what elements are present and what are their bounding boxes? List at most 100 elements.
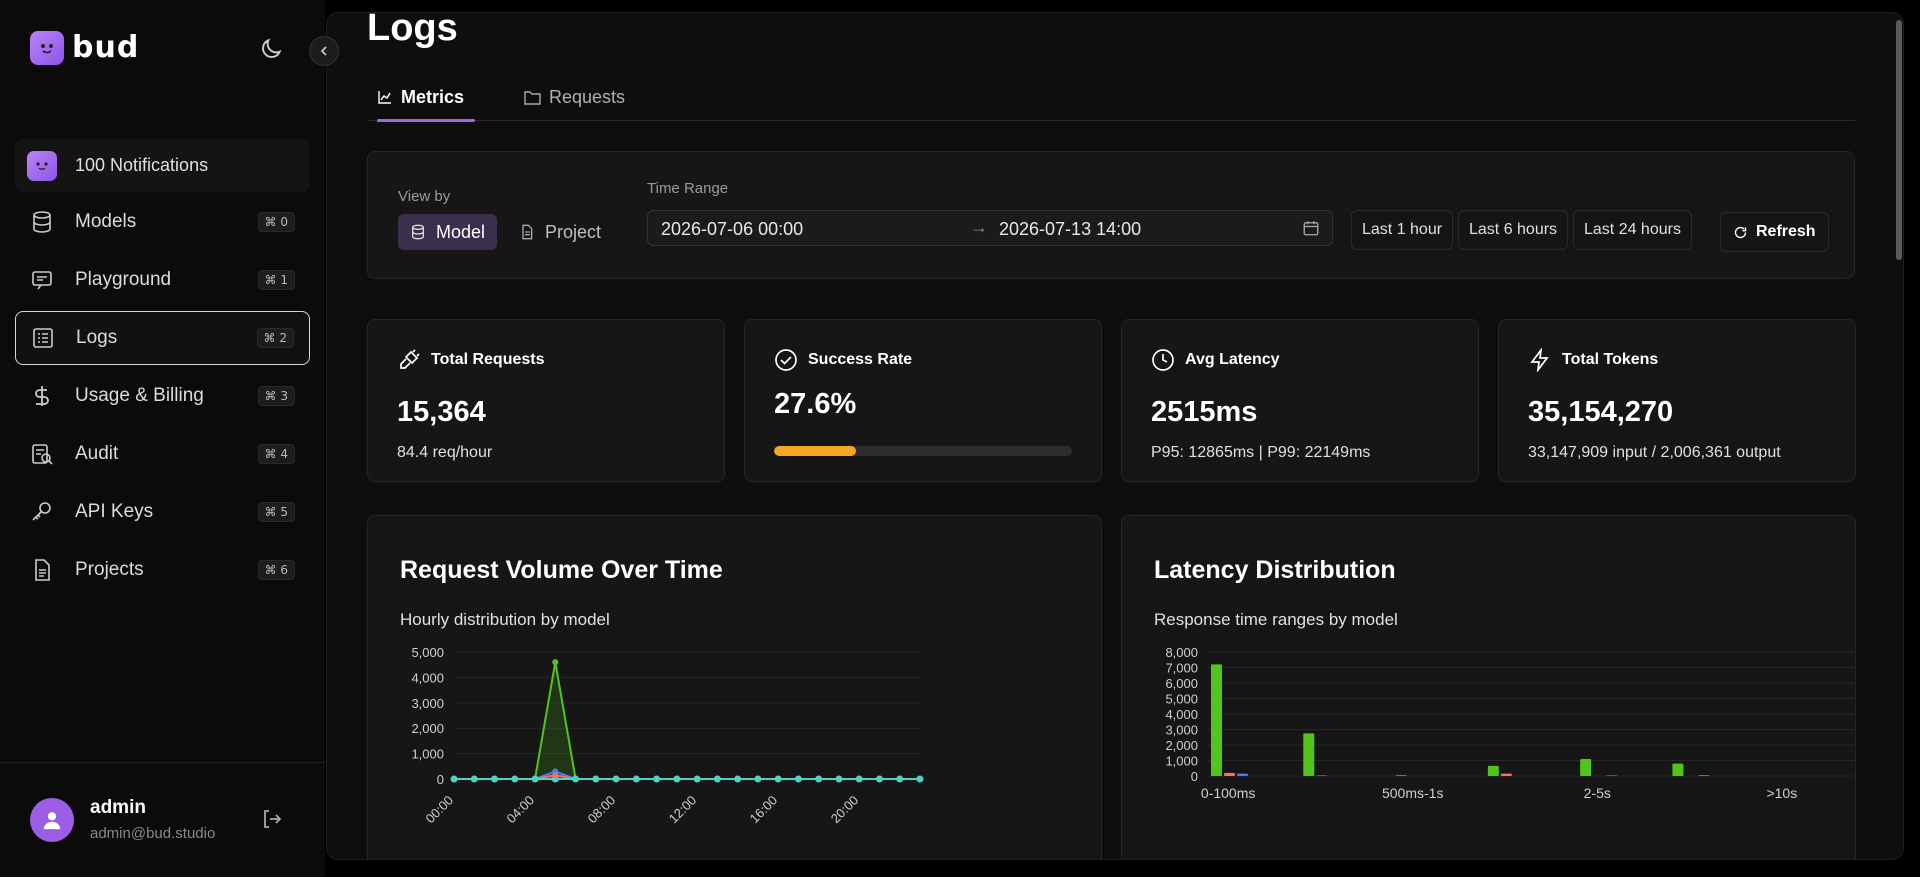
data-point bbox=[754, 775, 762, 783]
chevron-left-icon bbox=[320, 46, 327, 56]
audit-icon bbox=[29, 441, 55, 467]
y-tick-label: 2,000 bbox=[1165, 738, 1198, 753]
data-point bbox=[511, 775, 519, 783]
lightning-icon bbox=[1530, 348, 1549, 372]
avatar[interactable] bbox=[30, 798, 74, 842]
data-point bbox=[875, 775, 883, 783]
last-6-hours-button[interactable]: Last 6 hours bbox=[1458, 210, 1569, 250]
refresh-button[interactable]: Refresh bbox=[1720, 212, 1829, 252]
card-label: Total Requests bbox=[431, 351, 545, 368]
x-tick-label: 08:00 bbox=[585, 793, 619, 827]
time-range-label: Time Range bbox=[647, 180, 729, 197]
data-point bbox=[896, 775, 904, 783]
bar bbox=[1303, 733, 1315, 776]
bar bbox=[1487, 765, 1499, 776]
nav-label: Models bbox=[75, 211, 137, 232]
notifications-label: 100 Notifications bbox=[75, 155, 209, 175]
nav-label: Audit bbox=[75, 443, 119, 464]
logout-icon[interactable] bbox=[260, 807, 284, 831]
card-label: Success Rate bbox=[808, 351, 913, 368]
data-point bbox=[693, 775, 701, 783]
filter-panel: View by Model Project Time Range 2026-07… bbox=[367, 151, 1855, 279]
success-rate-card: Success Rate 27.6% bbox=[744, 319, 1102, 482]
card-header: Success Rate bbox=[774, 348, 912, 372]
date-range-picker[interactable]: 2026-07-06 00:00 → 2026-07-13 14:00 bbox=[647, 210, 1333, 246]
progress-fill bbox=[774, 446, 857, 456]
data-point bbox=[734, 775, 742, 783]
data-point bbox=[835, 775, 843, 783]
y-tick-label: 7,000 bbox=[1165, 661, 1198, 676]
x-tick-label: 500ms-1s bbox=[1382, 785, 1443, 801]
bar bbox=[1698, 775, 1710, 776]
tab-metrics[interactable]: Metrics bbox=[377, 73, 475, 122]
tab-bar: Metrics Requests bbox=[367, 73, 1855, 122]
view-by-option-label: Project bbox=[545, 221, 602, 242]
nav-item-usage-billing[interactable]: Usage & Billing ⌘ 3 bbox=[15, 369, 310, 423]
x-tick-label: 00:00 bbox=[423, 793, 457, 827]
document-icon bbox=[522, 224, 533, 240]
data-point bbox=[552, 659, 559, 666]
y-tick-label: 1,000 bbox=[1165, 754, 1198, 769]
token-breakdown: 33,147,909 input / 2,006,361 output bbox=[1528, 444, 1781, 461]
y-tick-label: 8,000 bbox=[1165, 645, 1198, 660]
shortcut-badge: ⌘ 6 bbox=[257, 560, 295, 580]
main-content: Logs Metrics Requests View by Model Proj… bbox=[326, 12, 1904, 860]
view-by-model-button[interactable]: Model bbox=[398, 214, 498, 250]
y-tick-label: 4,000 bbox=[1165, 707, 1198, 722]
last-1-hour-button[interactable]: Last 1 hour bbox=[1351, 210, 1454, 250]
shortcut-badge: ⌘ 3 bbox=[257, 386, 295, 406]
data-point bbox=[592, 775, 600, 783]
nav-item-playground[interactable]: Playground ⌘ 1 bbox=[15, 253, 310, 307]
tab-requests[interactable]: Requests bbox=[524, 73, 625, 121]
page-title: Logs bbox=[367, 12, 458, 49]
nav-item-audit[interactable]: Audit ⌘ 4 bbox=[15, 427, 310, 481]
collapse-sidebar-button[interactable] bbox=[309, 36, 339, 66]
view-by-label: View by bbox=[398, 188, 451, 205]
nav-item-projects[interactable]: Projects ⌘ 6 bbox=[15, 543, 310, 597]
nav-item-api-keys[interactable]: API Keys ⌘ 5 bbox=[15, 485, 310, 539]
user-panel: admin admin@bud.studio bbox=[0, 762, 325, 877]
total-tokens-value: 35,154,270 bbox=[1528, 396, 1674, 428]
chart-subtitle: Response time ranges by model bbox=[1154, 610, 1398, 629]
latency-distribution-chart: 01,0002,0003,0004,0005,0006,0007,0008,00… bbox=[1165, 645, 1854, 801]
scrollbar[interactable] bbox=[1894, 12, 1904, 860]
bar bbox=[1672, 763, 1684, 776]
tab-label: Metrics bbox=[401, 86, 465, 107]
data-point bbox=[612, 775, 620, 783]
scrollbar-thumb[interactable] bbox=[1896, 20, 1902, 260]
bar bbox=[1500, 773, 1512, 776]
series-line bbox=[454, 662, 920, 780]
nav-item-logs[interactable]: Logs ⌘ 2 bbox=[15, 311, 310, 365]
bar bbox=[1395, 775, 1407, 776]
data-point bbox=[470, 775, 478, 783]
plug-icon bbox=[400, 349, 420, 369]
data-point bbox=[916, 775, 924, 783]
nav-item-models[interactable]: Models ⌘ 0 bbox=[15, 195, 310, 249]
y-tick-label: 5,000 bbox=[1165, 692, 1198, 707]
data-point bbox=[450, 775, 458, 783]
y-tick-label: 0 bbox=[1191, 769, 1198, 784]
notification-mascot-icon bbox=[27, 150, 57, 181]
request-volume-card: Request Volume Over Time Hourly distribu… bbox=[367, 515, 1102, 859]
view-by-toggle: Model Project bbox=[398, 214, 613, 250]
data-point bbox=[572, 775, 580, 783]
view-by-project-button[interactable]: Project bbox=[507, 214, 613, 250]
card-label: Avg Latency bbox=[1185, 351, 1280, 368]
y-tick-label: 1,000 bbox=[411, 747, 444, 762]
clock-icon bbox=[1152, 349, 1174, 371]
sidebar: bud 100 Notifications Models ⌘ 0 Playgro… bbox=[0, 0, 325, 877]
dollar-icon bbox=[29, 383, 55, 409]
last-24-hours-button[interactable]: Last 24 hours bbox=[1573, 210, 1692, 250]
chart-title: Request Volume Over Time bbox=[400, 556, 723, 584]
data-point bbox=[713, 775, 721, 783]
notifications-button[interactable]: 100 Notifications bbox=[15, 139, 310, 192]
total-tokens-card: Total Tokens 35,154,270 33,147,909 input… bbox=[1498, 319, 1856, 482]
arrow-right-icon: → bbox=[970, 217, 988, 237]
requests-per-hour: 84.4 req/hour bbox=[397, 444, 493, 461]
brand-logo[interactable]: bud bbox=[30, 30, 139, 65]
latency-distribution-card: Latency Distribution Response time range… bbox=[1121, 515, 1856, 859]
data-point bbox=[794, 775, 802, 783]
nav-label: Logs bbox=[76, 327, 118, 348]
moon-icon[interactable] bbox=[258, 36, 284, 62]
shortcut-badge: ⌘ 0 bbox=[257, 212, 295, 232]
